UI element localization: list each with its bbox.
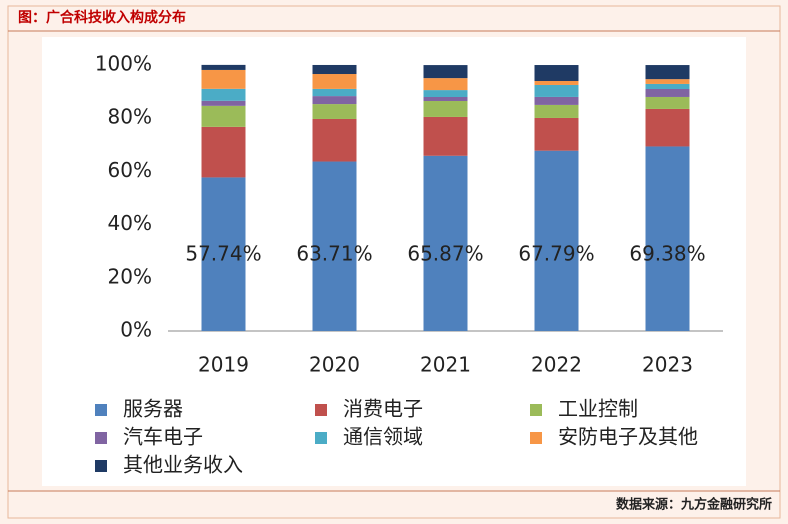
bar-segment xyxy=(645,83,690,89)
bar-segment xyxy=(423,116,468,156)
bar-segment xyxy=(534,96,579,105)
bar-segment xyxy=(312,64,357,75)
bar-segment xyxy=(645,146,690,331)
bar-segment xyxy=(312,118,357,162)
bar-segment xyxy=(201,88,246,101)
value-label: 57.74% xyxy=(185,242,261,266)
legend-label: 消费电子 xyxy=(343,397,423,421)
legend-swatch xyxy=(95,460,107,472)
bar-segment xyxy=(423,100,468,117)
bar-segment xyxy=(423,90,468,97)
bar-segment xyxy=(645,108,690,147)
legend-label: 其他业务收入 xyxy=(123,453,243,477)
legend-swatch xyxy=(315,432,327,444)
bar-segment xyxy=(534,65,579,81)
y-tick-label: 100% xyxy=(95,52,152,76)
legend-label: 安防电子及其他 xyxy=(558,425,698,449)
legend-label: 通信领域 xyxy=(343,425,423,449)
bar-segment xyxy=(201,64,246,70)
bar-segment xyxy=(534,150,579,331)
value-label: 67.79% xyxy=(518,242,594,266)
bar-segment xyxy=(645,65,690,80)
legend-label: 服务器 xyxy=(123,397,183,421)
x-tick-label: 2019 xyxy=(198,353,249,377)
plot-background xyxy=(42,37,746,486)
legend-swatch xyxy=(95,432,107,444)
legend-swatch xyxy=(530,432,542,444)
legend-swatch xyxy=(530,404,542,416)
bar-segment xyxy=(312,96,357,105)
value-label: 63.71% xyxy=(296,242,372,266)
x-tick-label: 2020 xyxy=(309,353,360,377)
bar-segment xyxy=(645,79,690,84)
x-tick-label: 2022 xyxy=(531,353,582,377)
x-tick-label: 2023 xyxy=(642,353,693,377)
legend-label: 工业控制 xyxy=(558,397,638,421)
bar-segment xyxy=(423,65,468,79)
header: 图：广合科技收入构成分布 xyxy=(18,9,186,26)
value-label: 69.38% xyxy=(629,242,705,266)
legend-swatch xyxy=(315,404,327,416)
bar-segment xyxy=(201,100,246,106)
bar-segment xyxy=(534,80,579,85)
y-tick-label: 60% xyxy=(108,158,152,182)
source: 数据来源：九方金融研究所 xyxy=(616,497,772,513)
bar-segment xyxy=(201,105,246,127)
bar-segment xyxy=(201,69,246,89)
bar-segment xyxy=(312,88,357,97)
y-tick-label: 0% xyxy=(120,318,152,342)
legend-label: 汽车电子 xyxy=(123,425,203,449)
bar-segment xyxy=(423,96,468,101)
bar-segment xyxy=(201,177,246,331)
bar-segment xyxy=(312,104,357,119)
bar-segment xyxy=(645,88,690,97)
bar-segment xyxy=(534,104,579,118)
y-tick-label: 80% xyxy=(108,105,152,129)
bar-segment xyxy=(312,74,357,89)
bar-segment xyxy=(423,155,468,331)
x-tick-label: 2021 xyxy=(420,353,471,377)
legend-swatch xyxy=(95,404,107,416)
y-tick-label: 40% xyxy=(108,211,152,235)
bar-segment xyxy=(423,78,468,91)
bar-segment xyxy=(534,117,579,151)
y-tick-label: 20% xyxy=(108,264,152,288)
bar-segment xyxy=(534,84,579,97)
value-label: 65.87% xyxy=(407,242,483,266)
bar-segment xyxy=(312,161,357,331)
bar-segment xyxy=(645,96,690,109)
bar-segment xyxy=(201,126,246,178)
